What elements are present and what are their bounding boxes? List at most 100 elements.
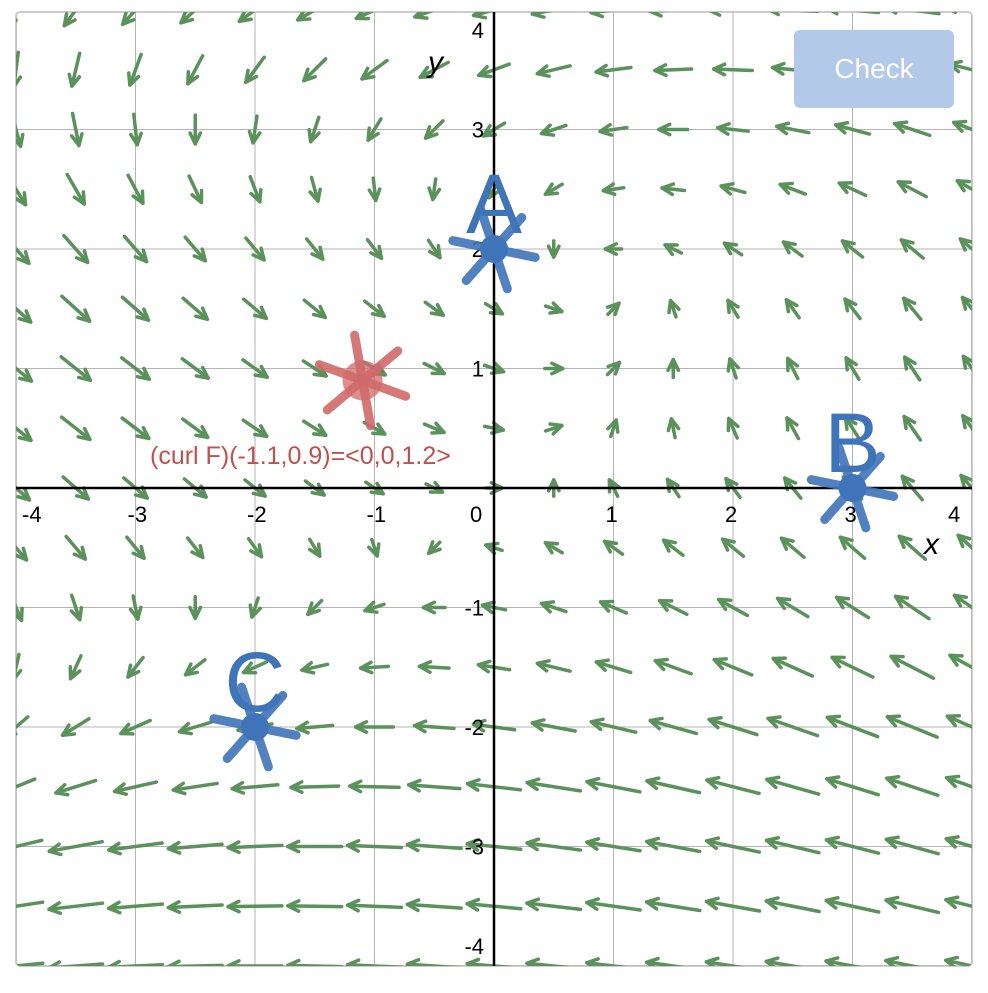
field-arrow: [543, 540, 564, 555]
field-arrow: [530, 12, 577, 19]
field-arrow: [525, 957, 583, 966]
field-arrow: [307, 115, 321, 144]
field-arrow: [884, 895, 941, 915]
field-arrow: [120, 295, 151, 322]
point-label: C: [225, 635, 286, 729]
field-arrow: [16, 533, 29, 562]
field-arrow: [366, 117, 383, 142]
field-arrow: [951, 119, 972, 139]
field-arrow: [181, 296, 210, 322]
field-arrow: [666, 357, 681, 380]
field-arrow: [824, 835, 881, 855]
field-arrow: [653, 63, 694, 78]
field-arrow: [125, 535, 146, 560]
field-arrow: [716, 122, 750, 136]
point-b[interactable]: B: [806, 396, 899, 533]
field-arrow: [16, 293, 33, 324]
field-arrow: [844, 356, 861, 381]
field-arrow: [286, 839, 344, 854]
y-tick-label: -4: [464, 934, 484, 959]
curl-probe-handle[interactable]: [314, 330, 411, 431]
field-arrow: [666, 417, 681, 440]
y-tick-label: 3: [472, 118, 484, 143]
field-arrow: [120, 356, 151, 381]
field-arrow: [68, 654, 83, 681]
field-arrow: [183, 657, 207, 677]
field-arrow: [837, 181, 868, 198]
x-tick-label: -2: [247, 502, 267, 527]
point-a[interactable]: A: [448, 157, 540, 294]
y-tick-label: -3: [464, 835, 484, 860]
field-arrow: [645, 776, 702, 795]
field-arrow: [358, 660, 391, 675]
field-arrow: [62, 233, 90, 265]
field-arrow: [952, 593, 972, 622]
field-arrow: [546, 239, 561, 259]
field-arrow: [62, 12, 89, 28]
field-arrow: [585, 776, 642, 794]
field-arrow: [712, 657, 754, 677]
field-arrow: [601, 182, 626, 197]
field-arrow: [363, 299, 386, 319]
field-arrow: [948, 653, 972, 681]
field-arrow: [884, 774, 940, 798]
field-arrow: [899, 238, 925, 260]
field-arrow: [295, 720, 335, 735]
field-arrow: [525, 837, 583, 852]
field-arrow: [422, 361, 446, 376]
field-arrow: [16, 50, 23, 89]
field-arrow: [107, 841, 164, 856]
field-arrow: [418, 60, 450, 79]
field-arrow: [246, 537, 264, 559]
field-arrow: [180, 417, 210, 440]
field-arrow: [764, 896, 821, 914]
field-arrow: [120, 12, 151, 27]
field-arrow: [897, 534, 927, 561]
check-button[interactable]: Check: [794, 30, 954, 108]
field-arrow: [726, 357, 740, 380]
field-arrow: [766, 715, 820, 738]
field-arrow: [237, 12, 273, 24]
field-arrow: [833, 120, 872, 136]
field-arrow: [722, 241, 744, 257]
field-arrow: [885, 714, 939, 739]
field-arrow: [711, 62, 755, 77]
field-arrow: [59, 355, 93, 382]
field-arrow: [883, 12, 941, 16]
field-arrow: [825, 775, 880, 797]
field-arrow: [16, 474, 32, 502]
field-arrow: [840, 239, 865, 259]
field-arrow: [945, 714, 972, 740]
field-arrow: [122, 234, 149, 264]
field-arrow: [16, 414, 33, 443]
field-arrow: [705, 775, 761, 796]
field-arrow: [54, 778, 98, 797]
field-arrow: [543, 182, 564, 197]
field-arrow: [539, 123, 568, 137]
field-arrow: [106, 959, 165, 966]
field-arrow: [188, 113, 203, 146]
field-arrow: [661, 538, 685, 558]
curl-readout: (curl F)(-1.1,0.9)=<0,0,1.2>: [150, 442, 451, 470]
field-arrow: [119, 718, 152, 736]
field-arrow: [843, 415, 862, 441]
field-arrow: [896, 180, 928, 199]
field-arrow: [367, 537, 381, 558]
field-arrow: [302, 298, 327, 320]
field-arrow: [944, 774, 972, 798]
field-arrow: [16, 900, 45, 913]
point-c[interactable]: C: [209, 635, 301, 772]
field-arrow: [944, 835, 972, 856]
field-arrow: [543, 301, 564, 315]
field-arrow: [778, 181, 808, 196]
field-arrow: [944, 895, 972, 915]
field-arrow: [884, 955, 941, 966]
field-arrow: [719, 182, 747, 196]
x-tick-label: 0: [470, 502, 482, 527]
field-arrow: [535, 659, 572, 673]
x-axis-label: x: [922, 528, 940, 561]
field-arrow: [412, 719, 456, 734]
field-arrow: [530, 718, 577, 733]
field-arrow: [120, 416, 151, 441]
